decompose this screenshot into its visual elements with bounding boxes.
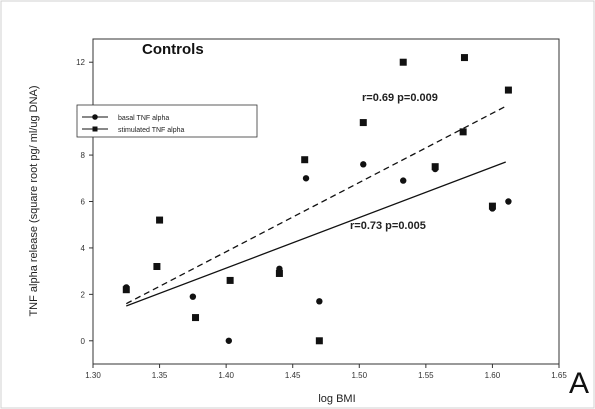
- legend-label-stimulated: stimulated TNF alpha: [118, 127, 185, 134]
- y-tick-label: 8: [81, 151, 86, 160]
- legend-marker-basal: [92, 114, 98, 120]
- trend-lines: [125, 105, 507, 307]
- x-tick-label: 1.30: [85, 371, 101, 380]
- stimulated-point: [226, 276, 234, 284]
- stimulated-point: [275, 269, 283, 277]
- basal-point: [302, 175, 310, 182]
- y-tick-label: 4: [81, 244, 86, 253]
- x-tick-label: 1.65: [551, 371, 567, 380]
- legend-label-basal: basal TNF alpha: [118, 115, 169, 122]
- stimulated-point: [122, 286, 130, 294]
- y-tick-label: 6: [81, 198, 86, 207]
- stimulated-point: [460, 54, 468, 62]
- legend: basal TNF alpha stimulated TNF alpha: [76, 104, 258, 138]
- legend-marker-stimulated: [92, 126, 98, 132]
- x-tick-label: 1.35: [152, 371, 168, 380]
- basal-trend-line: [126, 161, 506, 307]
- stimulated-point: [431, 163, 439, 171]
- stimulated-point: [359, 119, 367, 127]
- panel-label: A: [569, 367, 589, 400]
- stimulated-point: [301, 156, 309, 164]
- x-tick-label: 1.60: [485, 371, 501, 380]
- basal-point: [505, 198, 512, 205]
- data-points: [122, 54, 512, 345]
- y-tick-label: 12: [76, 58, 85, 67]
- stimulated-point: [459, 128, 467, 136]
- x-tick-label: 1.40: [218, 371, 234, 380]
- plot-frame: [92, 38, 560, 365]
- x-tick-label: 1.55: [418, 371, 434, 380]
- stimulated-point: [153, 263, 161, 270]
- basal-point: [400, 177, 407, 184]
- annotation-stimulated-stats: r=0.69 p=0.009: [362, 92, 438, 104]
- basal-point: [316, 298, 323, 305]
- chart-title: Controls: [142, 41, 204, 58]
- stimulated-point: [192, 314, 200, 322]
- legend-box: [76, 104, 258, 138]
- stimulated-point: [156, 216, 164, 224]
- y-tick-label: 2: [81, 290, 86, 299]
- y-axis-label: TNF alpha release (square root pg/ ml/ug…: [28, 85, 40, 316]
- stimulated-point: [488, 202, 496, 210]
- stimulated-point: [399, 58, 407, 66]
- basal-point: [360, 161, 367, 168]
- basal-point: [189, 293, 197, 300]
- stimulated-point: [504, 86, 512, 94]
- annotation-basal-stats: r=0.73 p=0.005: [350, 220, 426, 232]
- basal-point: [225, 337, 233, 344]
- stimulated-point: [315, 337, 323, 345]
- y-tick-label: 0: [81, 337, 86, 346]
- stimulated-trend-line: [125, 105, 507, 305]
- x-axis-label: log BMI: [318, 393, 355, 405]
- x-tick-label: 1.45: [285, 371, 301, 380]
- x-tick-label: 1.50: [351, 371, 367, 380]
